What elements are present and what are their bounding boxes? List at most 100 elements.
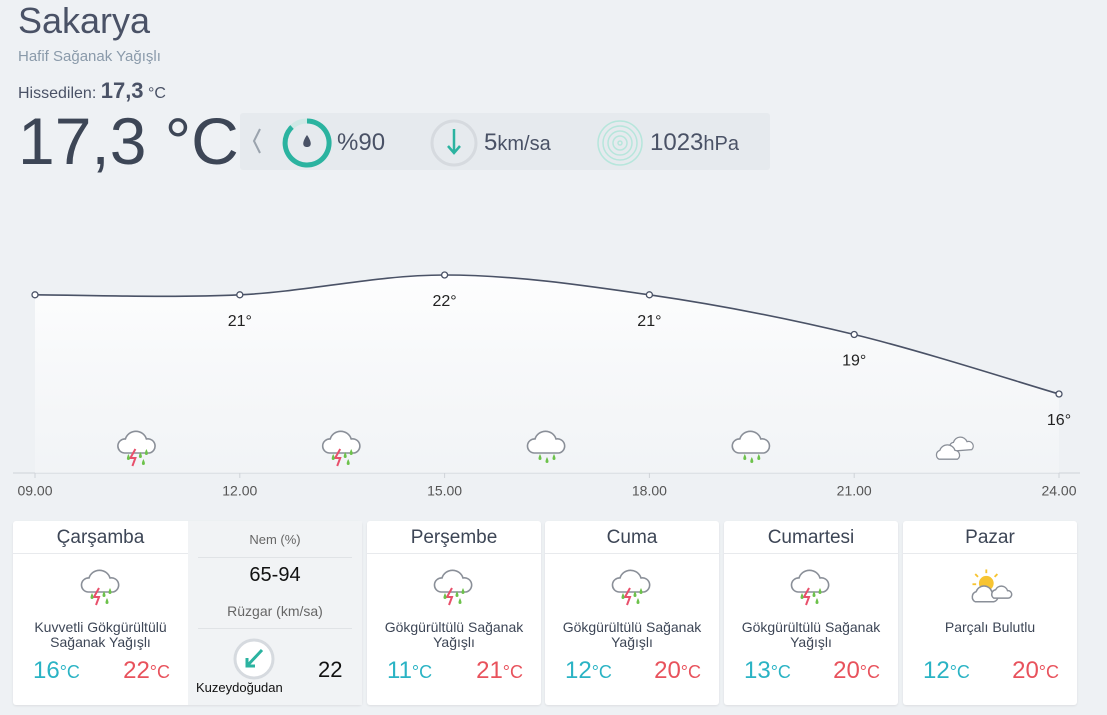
value-label: 19° bbox=[842, 353, 866, 370]
weather-icon bbox=[430, 565, 478, 609]
wind-speed: 22 bbox=[318, 657, 343, 682]
value-label: 22° bbox=[432, 293, 456, 310]
unit: °C bbox=[149, 662, 170, 682]
unit: °C bbox=[502, 662, 523, 682]
low-value: 16 bbox=[33, 657, 60, 684]
day-card: Pazar Parçalı Bulutlu 12°C 20°C bbox=[903, 521, 1077, 705]
drop-icon bbox=[303, 135, 311, 147]
separator bbox=[13, 553, 188, 554]
day-condition: Gökgürültülü Sağanak Yağışlı bbox=[384, 619, 524, 650]
low-value: 13 bbox=[744, 657, 771, 684]
low-value: 12 bbox=[565, 657, 592, 684]
prev-arrow[interactable] bbox=[252, 128, 261, 154]
wind-arrow bbox=[447, 129, 461, 155]
point bbox=[31, 291, 39, 299]
high-value: 20 bbox=[833, 657, 860, 684]
feels-value: 17,3 bbox=[100, 78, 144, 103]
point bbox=[850, 330, 858, 339]
value-label: 21° bbox=[637, 313, 661, 330]
weather-icon bbox=[787, 565, 835, 609]
separator bbox=[367, 553, 541, 554]
feels-label: Hissedilen: bbox=[18, 85, 97, 102]
day-condition: Gökgürültülü Sağanak Yağışlı bbox=[562, 619, 702, 650]
day-name: Çarşamba bbox=[56, 527, 145, 548]
high-value: 22 bbox=[123, 657, 150, 684]
value-label: 16° bbox=[1047, 412, 1071, 429]
day-condition: Kuvvetli Gökgürültülü Sağanak Yağışlı bbox=[34, 619, 167, 650]
temperature: 17,3 °C bbox=[18, 104, 239, 178]
pressure-unit: hPa bbox=[703, 133, 739, 155]
high-value: 20 bbox=[654, 657, 681, 684]
high-value: 20 bbox=[1012, 657, 1039, 684]
point bbox=[440, 271, 449, 279]
value-label: 21° bbox=[228, 313, 252, 330]
x-tick-label: 24.00 bbox=[1041, 483, 1076, 499]
separator bbox=[198, 557, 352, 558]
low-temp: 13°C bbox=[744, 657, 791, 685]
day-condition: Parçalı Bulutlu bbox=[944, 619, 1036, 635]
unit: °C bbox=[770, 662, 791, 682]
day-card: Perşembe Gökgürültülü Sağanak Yağışlı 11°C… bbox=[367, 521, 541, 705]
day-name: Cuma bbox=[606, 527, 658, 548]
separator bbox=[545, 553, 719, 554]
low-value: 11 bbox=[387, 657, 412, 684]
condition: Hafif Sağanak Yağışlı bbox=[18, 48, 161, 65]
separator bbox=[903, 553, 1077, 554]
day-card: Cumartesi Gökgürültülü Sağanak Yağışlı 13°… bbox=[724, 521, 898, 705]
high-temp: 21°C bbox=[476, 657, 523, 685]
feels-unit: °C bbox=[148, 85, 166, 102]
wind-direction: Kuzeydoğudan bbox=[196, 680, 283, 695]
point bbox=[1055, 390, 1063, 398]
day-name: Perşembe bbox=[410, 527, 498, 548]
humidity-arc bbox=[282, 118, 332, 168]
low-temp: 11°C bbox=[387, 657, 432, 685]
high-temp: 20°C bbox=[833, 657, 880, 685]
separator bbox=[198, 628, 352, 629]
x-tick-label: 12.00 bbox=[222, 483, 257, 499]
feels-like: Hissedilen: 17,3 °C bbox=[18, 78, 166, 104]
day-main: Çarşamba Kuvvetli Gökgürültülü Sağanak Y… bbox=[13, 521, 188, 705]
wind-unit: km/sa bbox=[497, 133, 551, 155]
x-tick-label: 18.00 bbox=[632, 483, 667, 499]
low-temp: 12°C bbox=[923, 657, 970, 685]
humidity-range: 65-94 bbox=[249, 564, 301, 586]
x-tick-label: 15.00 bbox=[427, 483, 462, 499]
high-temp: 20°C bbox=[654, 657, 701, 685]
stats-icons bbox=[252, 118, 643, 168]
pressure-icon bbox=[597, 120, 643, 166]
weather-icon bbox=[608, 565, 656, 609]
unit: °C bbox=[59, 662, 80, 682]
humidity-label: Nem (%) bbox=[249, 532, 301, 547]
wind: 5km/sa bbox=[484, 129, 551, 157]
x-tick-label: 09.00 bbox=[17, 483, 52, 499]
separator bbox=[724, 553, 898, 554]
day-card: Çarşamba Kuvvetli Gökgürültülü Sağanak Y… bbox=[13, 521, 362, 705]
stats-bar: %90 5km/sa 1023hPa bbox=[240, 113, 770, 170]
point bbox=[236, 291, 244, 299]
unit: °C bbox=[591, 662, 612, 682]
day-card: Cuma Gökgürültülü Sağanak Yağışlı 12°C 20°C bbox=[545, 521, 719, 705]
day-condition: Gökgürültülü Sağanak Yağışlı bbox=[741, 619, 881, 650]
unit: °C bbox=[859, 662, 880, 682]
unit: °C bbox=[1038, 662, 1059, 682]
high-temp: 20°C bbox=[1012, 657, 1059, 685]
temperature-area bbox=[35, 275, 1059, 473]
pressure-value: 1023 bbox=[650, 129, 704, 156]
weather-icon bbox=[77, 565, 125, 609]
low-value: 12 bbox=[923, 657, 950, 684]
unit: °C bbox=[949, 662, 970, 682]
high-value: 21 bbox=[476, 657, 503, 684]
wind-value: 5 bbox=[484, 129, 498, 156]
day-details: Nem (%) 65-94 Rüzgar (km/sa) Kuzeydoğuda… bbox=[188, 521, 362, 705]
wind-ring bbox=[430, 119, 478, 167]
unit: °C bbox=[411, 662, 433, 682]
unit: °C bbox=[680, 662, 701, 682]
city: Sakarya bbox=[18, 0, 151, 41]
x-tick-label: 21.00 bbox=[837, 483, 872, 499]
temperature-line bbox=[34, 274, 1060, 395]
point bbox=[645, 291, 654, 299]
day-name: Cumartesi bbox=[767, 527, 855, 548]
low-temp: 12°C bbox=[565, 657, 612, 685]
high-temp: 22°C bbox=[123, 657, 170, 685]
